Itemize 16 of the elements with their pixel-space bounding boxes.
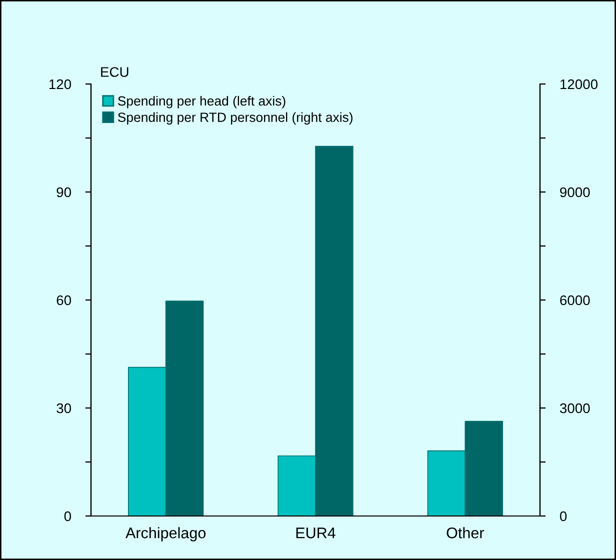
y-tick-label: 30 xyxy=(56,403,72,414)
y2-tick-label: 9000 xyxy=(560,187,590,198)
y-tick-label: 120 xyxy=(49,79,72,90)
legend-label: Spending per RTD personnel (right axis) xyxy=(118,112,352,125)
x-tick-label: EUR4 xyxy=(296,528,336,538)
y-tick-label: 90 xyxy=(56,187,72,198)
y2-tick-label: 12000 xyxy=(560,79,598,90)
y2-tick-label: 0 xyxy=(560,511,567,522)
y2-tick-label: 3000 xyxy=(560,403,590,414)
y2-tick-label: 6000 xyxy=(560,295,590,306)
x-tick-label: Archipelago xyxy=(126,527,206,542)
x-tick-label: Other xyxy=(446,527,484,538)
y-tick-label: 60 xyxy=(56,295,72,306)
y-tick-label: 0 xyxy=(64,511,72,522)
y-axis-title: ECU xyxy=(101,67,128,77)
legend-label: Spending per head (left axis) xyxy=(118,96,286,108)
